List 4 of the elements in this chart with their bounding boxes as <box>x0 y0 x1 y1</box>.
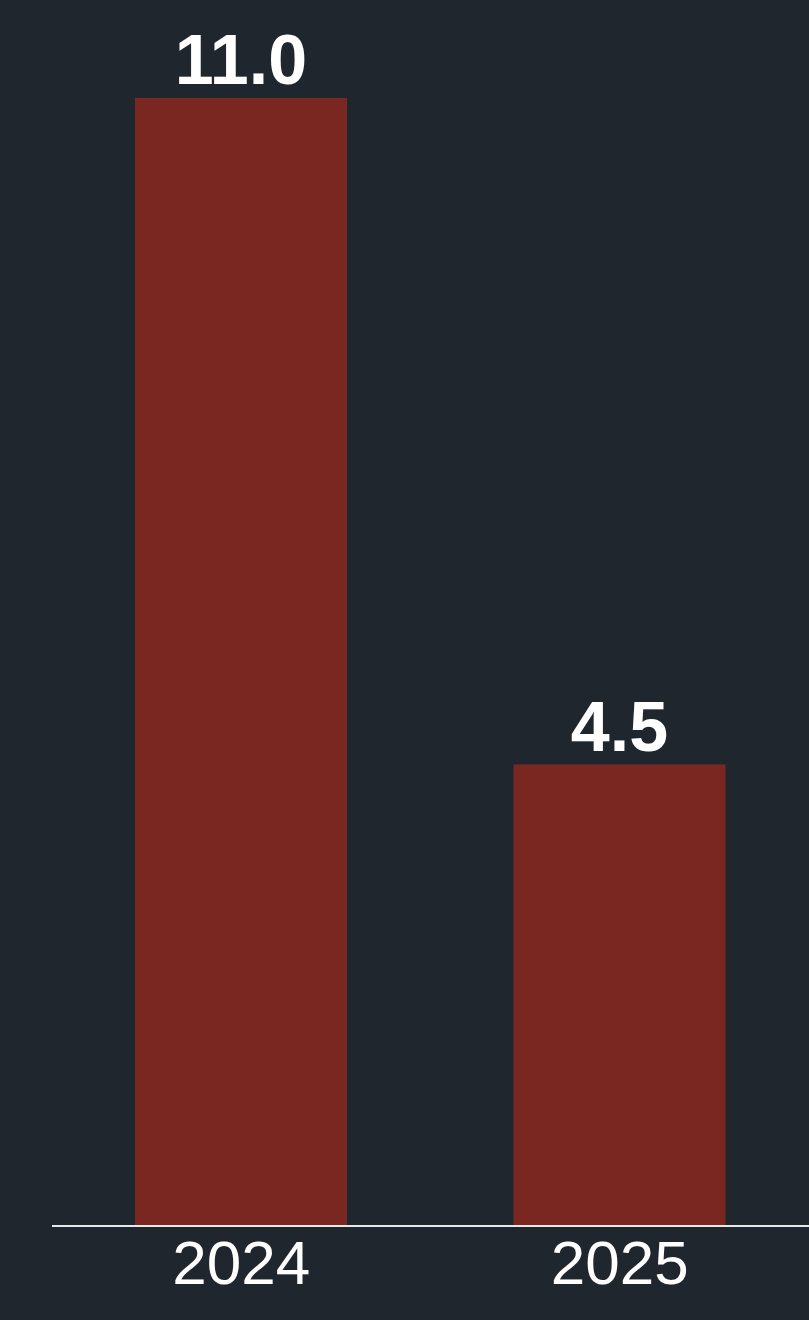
data-label: 4.5 <box>570 687 669 766</box>
data-label: 11.0 <box>174 21 308 99</box>
x-tick-label: 2025 <box>550 1228 689 1298</box>
x-tick-label: 2024 <box>172 1228 311 1298</box>
